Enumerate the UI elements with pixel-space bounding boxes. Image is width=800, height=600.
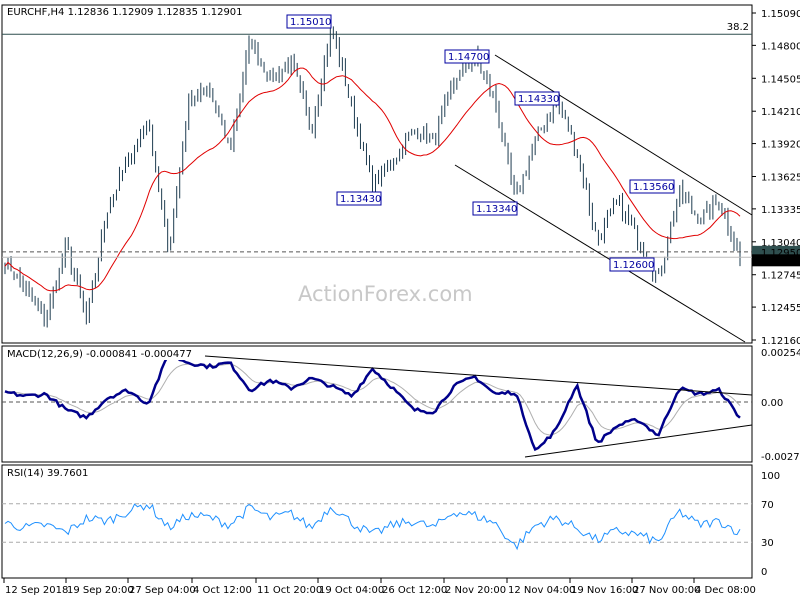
fib-level-label: 38.2 [727, 22, 749, 33]
time-tick-label: 11 Oct 20:00 [257, 585, 322, 596]
swing-annotation-box [472, 201, 518, 216]
moving-average-line [4, 67, 741, 292]
macd-tick-label: 0.00254 [761, 348, 800, 359]
main-panel [1, 4, 753, 344]
time-tick-label: 19 Oct 04:00 [319, 585, 384, 596]
price-tick-label: 1.13920 [761, 140, 800, 151]
price-tick-label: 1.15090 [761, 9, 800, 20]
swing-annotation-box [629, 179, 675, 194]
macd-label: MACD(12,26,9) -0.000841 -0.000477 [7, 349, 192, 360]
channel-lower-line [454, 164, 746, 343]
swing-annotation-label: 1.14330 [518, 94, 559, 105]
swing-annotation-label: 1.13340 [476, 204, 517, 215]
rsi-tick-label: 30 [761, 538, 774, 549]
swing-annotation-box [609, 257, 655, 272]
macd-trendline-lower [524, 424, 753, 458]
time-tick-label: 12 Sep 2018 [5, 585, 68, 596]
swing-annotation-label: 1.12600 [613, 260, 654, 271]
time-tick-label: 19 Nov 16:00 [571, 585, 638, 596]
macd-trendline-upper [204, 355, 753, 396]
rsi-tick-label: 70 [761, 500, 774, 511]
swing-annotation-label: 1.15010 [290, 17, 331, 28]
macd-line [4, 354, 741, 452]
price-tick-label: 1.13040 [761, 238, 800, 249]
time-tick-label: 27 Sep 04:00 [129, 585, 196, 596]
last-price-tag [752, 254, 800, 267]
swing-annotation-label: 1.13560 [633, 182, 674, 193]
watermark: ActionForex.com [298, 282, 473, 306]
time-tick-label: 4 Dec 08:00 [695, 585, 756, 596]
swing-annotation-label: 1.13430 [340, 194, 381, 205]
time-tick-label: 19 Sep 20:00 [67, 585, 134, 596]
channel-upper-line [494, 54, 753, 216]
last-price-label: 1.12901 [761, 256, 800, 267]
macd-tick-label: -0.002747 [761, 452, 800, 463]
swing-annotation-box [444, 49, 490, 64]
rsi-tick-label: 0 [761, 567, 767, 578]
rsi-panel [1, 464, 753, 579]
swing-annotation-box [336, 191, 382, 206]
symbol-header: EURCHF,H4 1.12836 1.12909 1.12835 1.1290… [7, 7, 243, 18]
price-tick-label: 1.12745 [761, 271, 800, 282]
price-tick-label: 1.14800 [761, 41, 800, 52]
macd-panel [1, 345, 753, 463]
swing-annotation-label: 1.14700 [448, 52, 489, 63]
swing-annotation-box [514, 91, 560, 106]
price-tick-label: 1.14210 [761, 107, 800, 118]
time-tick-label: 26 Oct 12:00 [382, 585, 447, 596]
time-tick-label: 12 Nov 04:00 [508, 585, 575, 596]
price-tick-label: 1.13335 [761, 205, 800, 216]
price-tick-label: 1.14505 [761, 74, 800, 85]
price-tick-label: 1.13625 [761, 173, 800, 184]
macd-tick-label: 0.00 [761, 398, 783, 409]
rsi-tick-label: 100 [761, 471, 780, 482]
rsi-line [4, 503, 741, 551]
bid-price-label: 1.12950 [761, 248, 800, 259]
macd-signal-line [4, 363, 741, 436]
price-tick-label: 1.12160 [761, 336, 800, 347]
time-tick-label: 2 Nov 20:00 [445, 585, 506, 596]
time-tick-label: 27 Nov 00:00 [633, 585, 700, 596]
price-tick-label: 1.12455 [761, 303, 800, 314]
swing-annotation-box [286, 14, 332, 29]
rsi-label: RSI(14) 39.7601 [7, 468, 89, 479]
time-tick-label: 4 Oct 12:00 [193, 585, 252, 596]
